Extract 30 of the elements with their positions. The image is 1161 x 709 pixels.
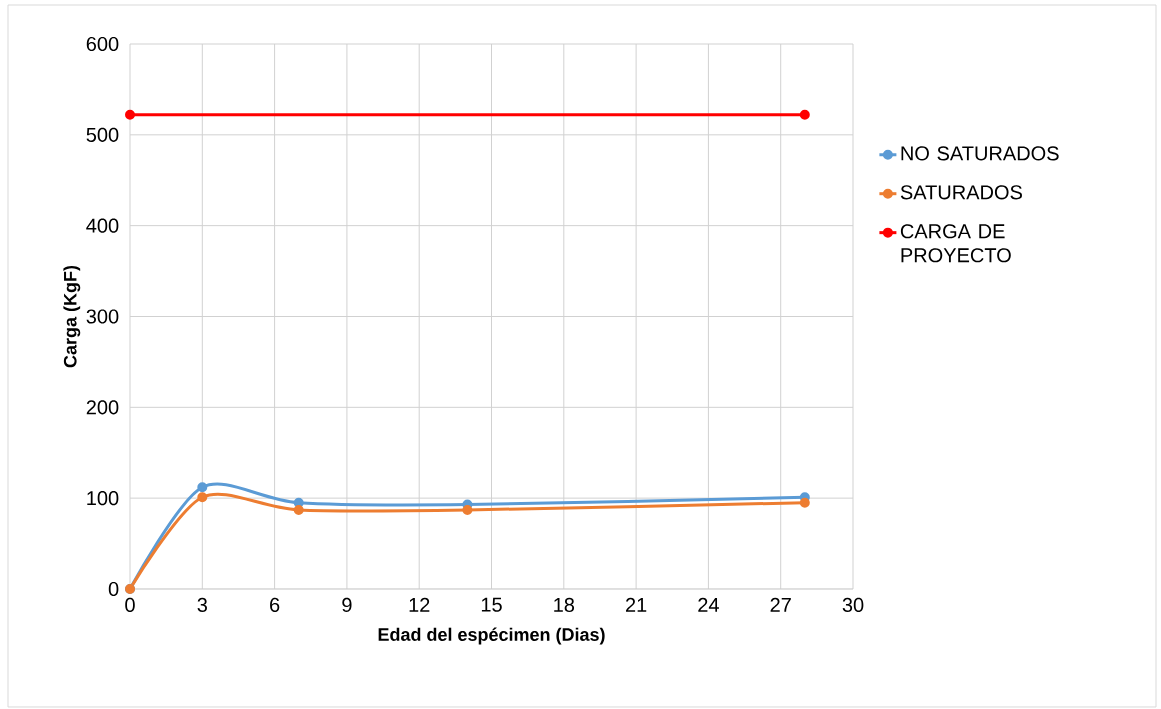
x-tick-label: 24 xyxy=(698,597,719,612)
y-tick-label: 200 xyxy=(86,400,119,415)
x-tick-label: 12 xyxy=(409,597,430,612)
y-tick-label: 100 xyxy=(87,491,119,506)
x-tick-label: 9 xyxy=(342,597,352,613)
x-tick-label: 18 xyxy=(554,597,575,613)
x-tick-label: 15 xyxy=(481,597,502,612)
x-tick-label: 0 xyxy=(125,597,135,613)
point xyxy=(197,482,208,493)
y-axis-title: Carga (KgF) xyxy=(63,265,81,368)
x-axis-title: Edad del espécimen (Dias) xyxy=(378,627,605,645)
legend-label: NO SATURADOS xyxy=(901,146,1059,161)
y-tick-label: 500 xyxy=(86,127,119,142)
x-tick-label: 6 xyxy=(270,597,280,613)
point xyxy=(197,492,208,503)
x-tick-label: 30 xyxy=(842,597,864,613)
y-tick-label: 0 xyxy=(108,581,119,597)
point xyxy=(125,109,136,120)
legend-label: CARGA DE PROYECTO xyxy=(900,224,1011,263)
legend-label: SATURADOS xyxy=(900,185,1022,200)
point xyxy=(293,504,304,515)
point xyxy=(462,504,473,515)
point xyxy=(799,497,810,508)
x-tick-label: 3 xyxy=(197,597,207,613)
x-tick-label: 27 xyxy=(770,597,791,612)
x-tick-label: 21 xyxy=(625,597,647,612)
y-tick-label: 600 xyxy=(86,36,119,52)
y-tick-label: 300 xyxy=(86,309,119,324)
y-tick-label: 400 xyxy=(86,218,119,233)
point xyxy=(799,109,810,120)
